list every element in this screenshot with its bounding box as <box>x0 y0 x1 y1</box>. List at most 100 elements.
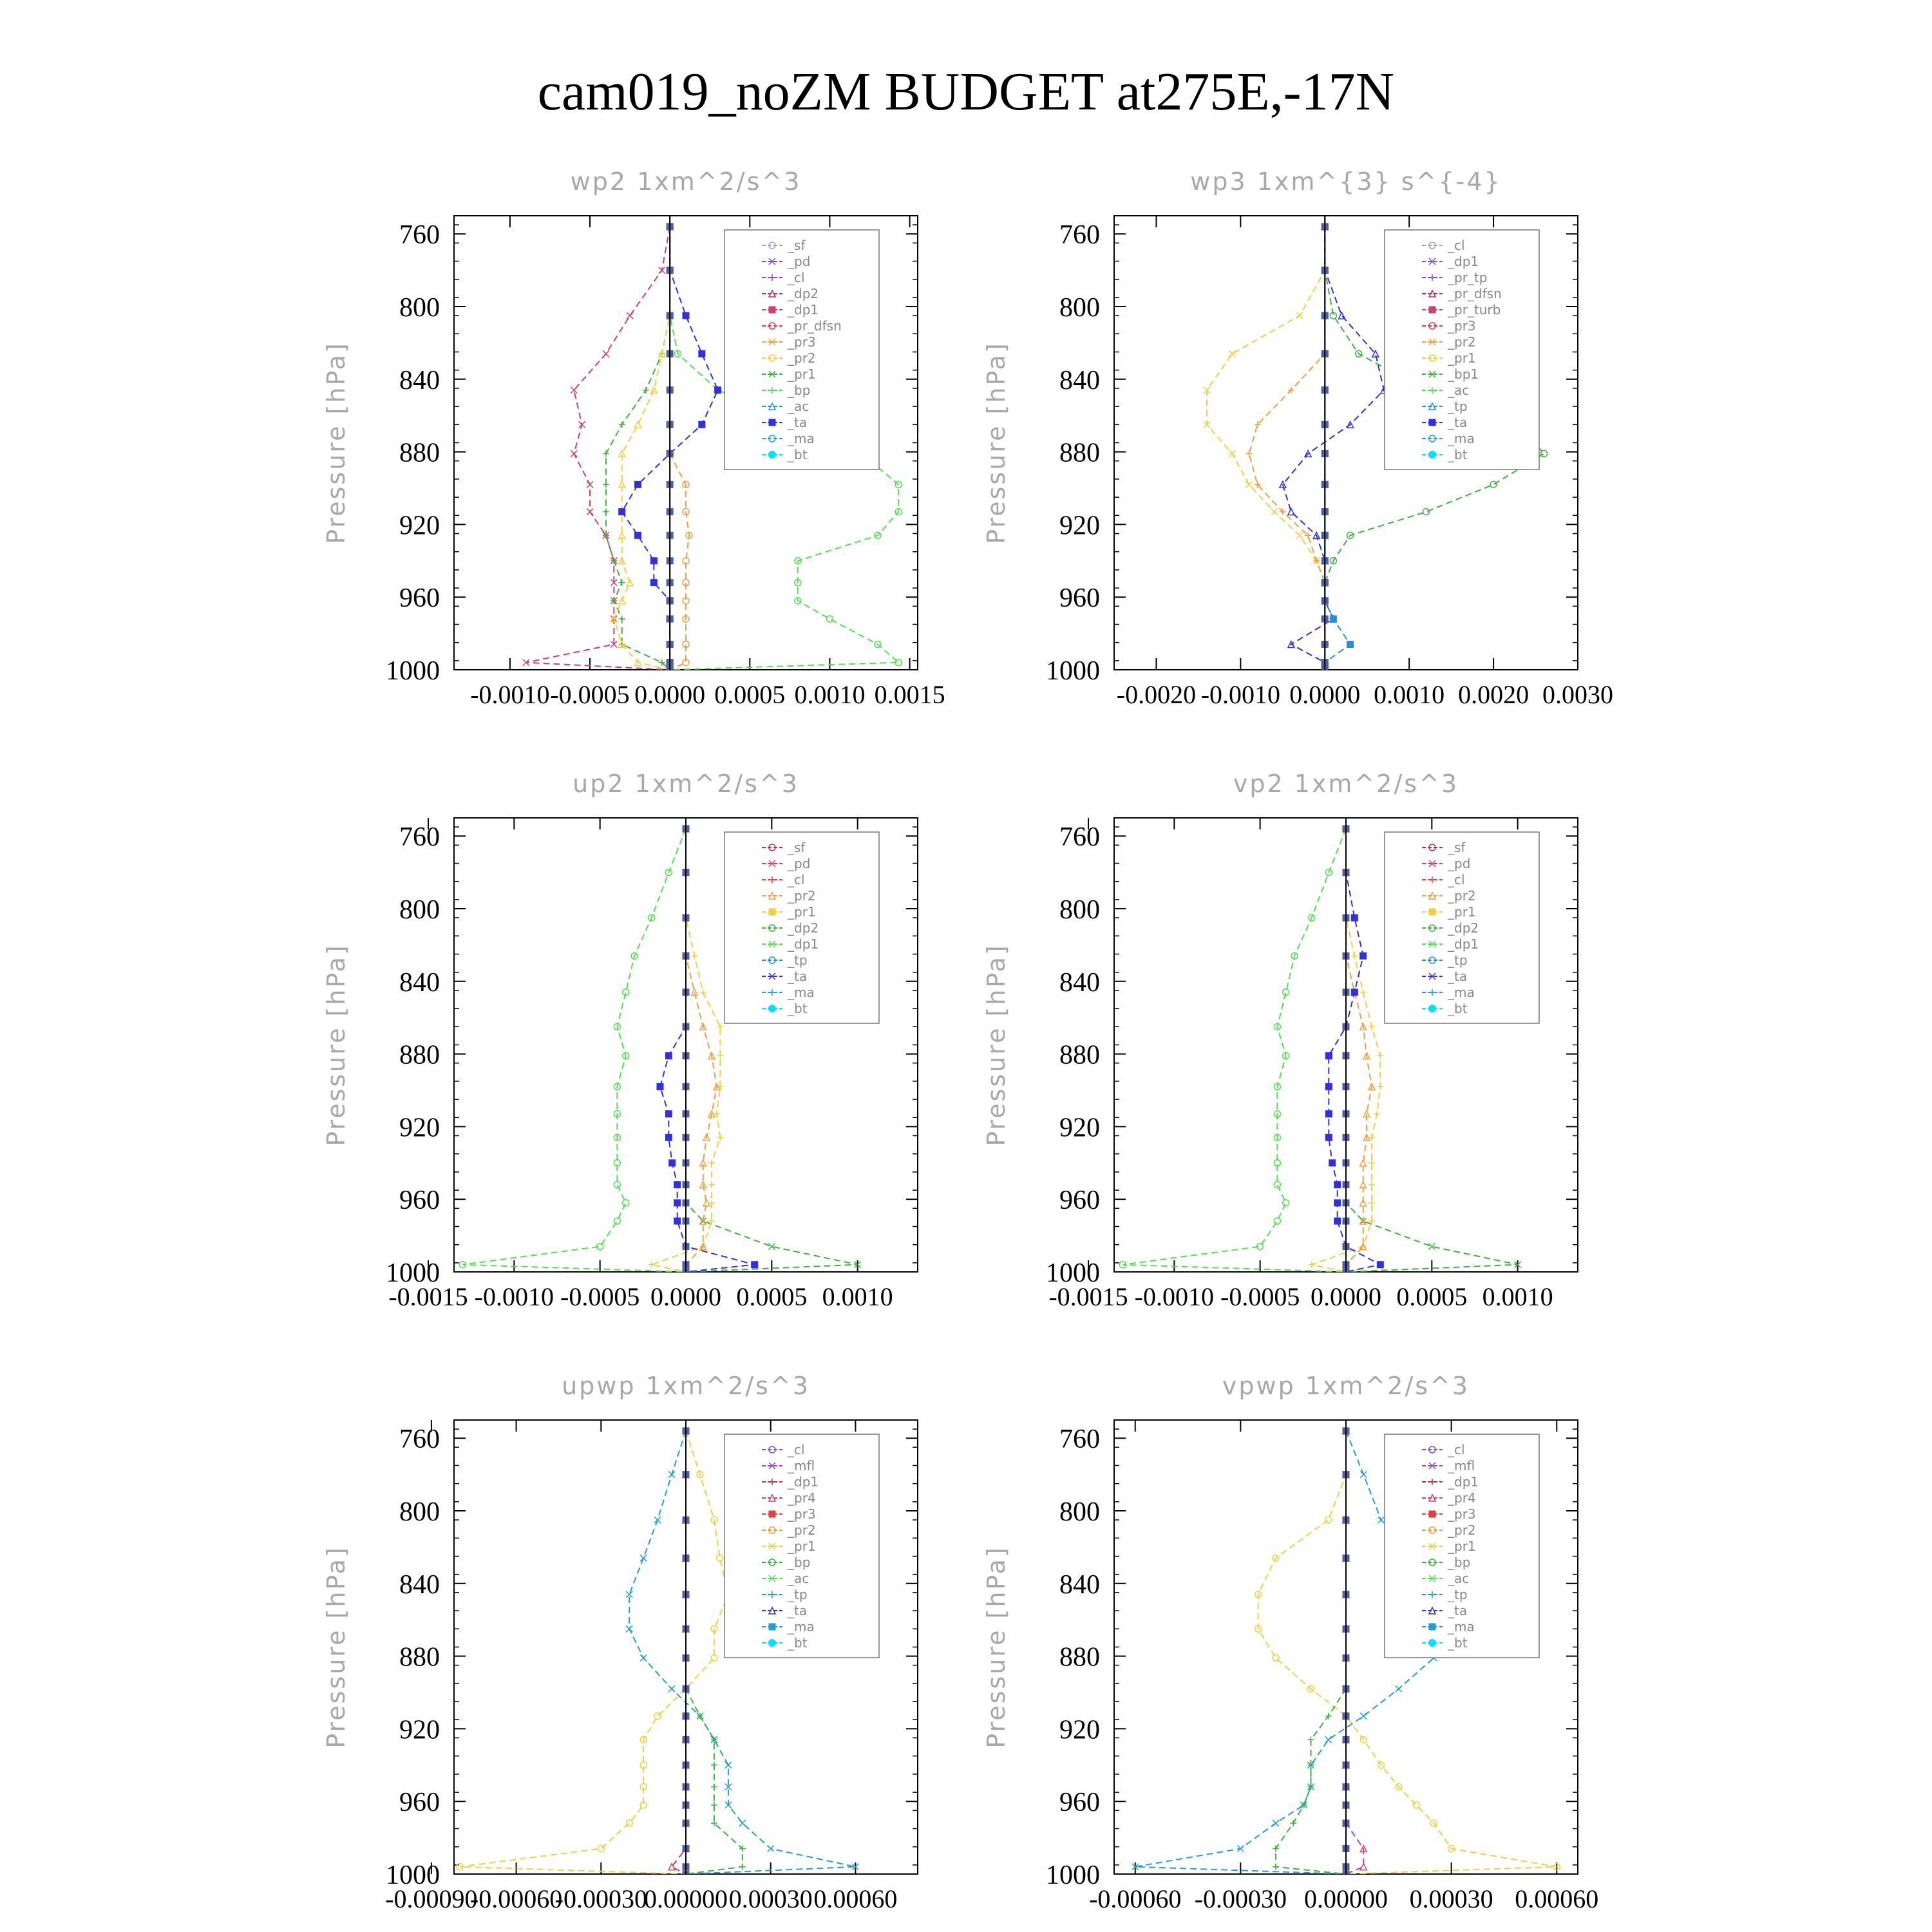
y-tick-label: 760 <box>399 220 440 250</box>
legend-label: _ac <box>787 1571 809 1586</box>
x-tick-label: 0.0010 <box>1482 1282 1553 1311</box>
x-tick-label: 0.0000 <box>634 680 705 709</box>
legend-marker <box>768 338 776 346</box>
data-point-ma <box>851 1863 859 1871</box>
data-point-pr1 <box>1368 1159 1375 1166</box>
series-group <box>456 1420 859 1874</box>
data-point-dp1 <box>613 1159 621 1167</box>
panel-2: wp3 1xm^{3} s^{-4} Pressure [hPa] 760 800 84… <box>982 167 1613 709</box>
legend-label: _dp1 <box>787 936 819 952</box>
legend-marker <box>768 242 776 249</box>
data-point-pr1 <box>1377 1761 1385 1769</box>
y-tick-label: 760 <box>399 822 440 852</box>
data-point-pr4 <box>1359 1862 1368 1871</box>
data-point-pr1 <box>611 597 618 604</box>
legend-label: _pr1 <box>787 366 816 382</box>
data-point-bp <box>1307 1736 1314 1743</box>
legend-marker <box>1428 306 1436 314</box>
legend-marker <box>1428 1462 1436 1470</box>
data-point-pr1 <box>714 1110 720 1117</box>
data-point-pr3 <box>682 658 690 667</box>
legend-label: _bp <box>1447 1555 1470 1570</box>
legend-label: _cl <box>787 1442 805 1457</box>
data-point-pr1 <box>639 1783 647 1791</box>
legend-box <box>724 831 880 1024</box>
legend-box <box>724 229 880 470</box>
data-point-pr2 <box>1359 1180 1367 1189</box>
x-tick-label: -0.0005 <box>1220 1282 1300 1311</box>
legend-label: _sf <box>787 238 806 253</box>
data-point-dp1 <box>626 312 634 319</box>
data-point-bp <box>1272 1845 1279 1852</box>
data-point-pr1 <box>1271 508 1278 516</box>
x-tick-label: -0.0015 <box>388 1282 468 1311</box>
x-tick-label: 0.00030 <box>1410 1884 1493 1913</box>
data-point-pr1 <box>1272 1654 1280 1662</box>
data-point-pr2 <box>699 1217 707 1225</box>
legend-label: _tp <box>1447 1587 1468 1602</box>
data-point-pr1 <box>1245 480 1253 488</box>
data-point-bp <box>1307 1783 1314 1790</box>
data-point-pr2 <box>1359 1022 1367 1031</box>
y-tick-label: 920 <box>399 511 440 540</box>
series-line-bp <box>1274 1430 1347 1874</box>
data-point-ta <box>1346 420 1354 429</box>
data-point-ta <box>714 386 722 394</box>
data-point-pr1 <box>1203 421 1211 428</box>
data-point-pr1 <box>710 1516 718 1524</box>
legend-label: _pr3 <box>1447 318 1476 334</box>
legend-label: _ac <box>1447 383 1469 398</box>
data-point-pr2 <box>702 1198 711 1207</box>
data-point-ta <box>1350 914 1358 922</box>
data-point-pr1 <box>1228 350 1236 357</box>
legend: _sf_pd_cl_pr2_pr1_dp2_dp1_tp_ta_ma_bt <box>724 831 880 1024</box>
data-point-ta <box>1325 1083 1332 1090</box>
legend-marker <box>769 876 775 883</box>
series-line-pr1 <box>1206 226 1326 670</box>
data-point-ma <box>625 1591 633 1598</box>
data-point-bp <box>739 1845 746 1852</box>
data-point-bp <box>710 1761 717 1768</box>
data-point-dp1 <box>578 421 586 428</box>
legend-marker <box>1428 1542 1436 1550</box>
data-point-bp <box>674 350 682 358</box>
legend-marker <box>1428 860 1436 867</box>
legend-label: _pr3 <box>787 1506 816 1522</box>
data-point-pr1 <box>1351 952 1358 960</box>
data-point-pr1 <box>1296 531 1303 539</box>
legend-label: _ac <box>787 399 809 414</box>
legend-label: _pr_dfsn <box>787 318 842 334</box>
legend-marker <box>768 1639 776 1647</box>
legend-label: _ta <box>1447 969 1467 984</box>
y-tick-label: 1000 <box>386 1258 440 1288</box>
data-point-dp1 <box>586 508 594 516</box>
legend-marker <box>768 972 776 980</box>
legend-marker <box>768 370 776 378</box>
series-line-pr2 <box>613 226 671 670</box>
x-tick-label: -0.0010 <box>475 1282 554 1311</box>
data-point-pr1 <box>1272 1554 1280 1562</box>
data-point-pr1 <box>602 508 609 515</box>
data-point-pr2 <box>610 614 618 623</box>
data-point-pr1 <box>618 579 625 586</box>
data-point-bp <box>710 1783 717 1790</box>
legend-marker <box>769 1591 775 1598</box>
data-point-dp1 <box>596 1242 604 1251</box>
series-group <box>522 216 902 670</box>
legend-box <box>1384 1434 1540 1658</box>
data-point-bp1 <box>1329 312 1338 319</box>
data-point-pr2 <box>1359 1217 1367 1225</box>
data-point-pr2 <box>658 349 666 358</box>
legend-marker <box>1428 1526 1436 1534</box>
data-point-ma <box>1378 1516 1385 1524</box>
data-point-ta <box>698 350 706 357</box>
legend-marker <box>1428 419 1436 426</box>
data-point-pr3 <box>682 578 690 587</box>
data-point-pr3 <box>682 597 690 605</box>
x-tick-label: 0.0005 <box>714 680 785 709</box>
data-point-pr1 <box>1368 1181 1375 1188</box>
y-tick-label: 760 <box>1059 1425 1100 1454</box>
data-point-ta <box>674 1217 681 1225</box>
data-point-ta <box>1334 1199 1341 1207</box>
y-axis-label: Pressure [hPa] <box>982 1546 1010 1748</box>
